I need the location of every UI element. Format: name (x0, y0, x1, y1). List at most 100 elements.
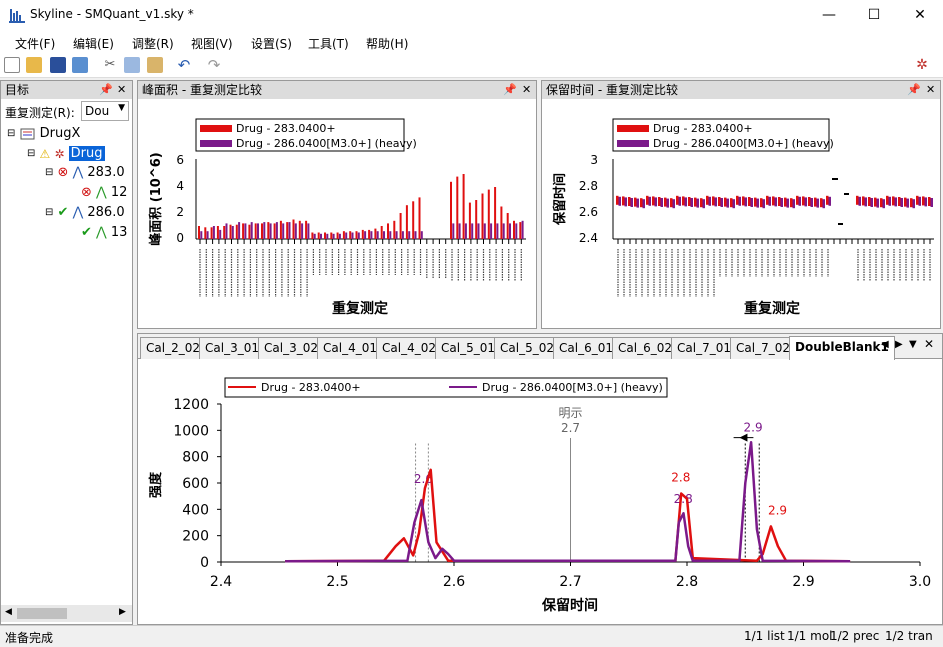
check-icon: ✔ (57, 205, 69, 220)
bar-heavy (250, 222, 253, 239)
y-tick-label: 800 (182, 450, 209, 466)
status-list-count: 1/1 list (744, 629, 785, 643)
scroll-left-icon[interactable]: ◀ (5, 607, 12, 617)
import-results-icon[interactable] (72, 57, 88, 73)
rt-mark-light (628, 197, 631, 206)
bar-heavy (351, 232, 354, 239)
rt-mark-heavy (810, 198, 813, 207)
scroll-right-icon[interactable]: ▶ (119, 607, 126, 617)
redo-icon[interactable]: ↷ (207, 56, 221, 74)
window-title: Skyline - SMQuant_v1.sky * (30, 7, 194, 21)
tree-item-drug[interactable]: ⊟ ⚠ ✲ Drug (27, 146, 105, 161)
retention-time-chart[interactable]: Drug - 283.0400+ Drug - 286.0400[M3.0+] … (542, 99, 940, 328)
rt-mark-light (706, 195, 709, 205)
menu-settings[interactable]: 设置(S) (251, 37, 292, 51)
menu-refine[interactable]: 调整(R) (132, 37, 174, 51)
molecule-icon[interactable]: ✲ (916, 57, 928, 73)
tree-item-drugx[interactable]: ⊟ DrugX (7, 126, 81, 141)
bar-light (254, 223, 257, 239)
replicate-select[interactable]: Dou ▼ (81, 101, 129, 121)
menu-help[interactable]: 帮助(H) (366, 37, 409, 51)
bar-heavy (414, 231, 417, 239)
rt-mark-heavy (696, 198, 699, 208)
collapse-icon[interactable]: ⊟ (45, 207, 54, 218)
tab-cal-4-01[interactable]: Cal_4_01 (317, 337, 383, 359)
bar-light (324, 232, 326, 239)
tab-cal-2-02[interactable]: Cal_2_02 (140, 337, 206, 359)
chromatogram-chart[interactable]: Drug - 283.0400+ Drug - 286.0400[M3.0+] … (138, 360, 942, 624)
tab-prev-icon[interactable]: ◀ (881, 339, 889, 350)
bar-heavy (212, 226, 215, 239)
x-tick-label: 2.5 (326, 574, 348, 590)
status-prec-count: 1/2 prec (830, 629, 880, 643)
menu-edit[interactable]: 编辑(E) (73, 37, 114, 51)
bar-heavy (257, 223, 259, 239)
tab-doubleblank1[interactable]: DoubleBlank1 (789, 336, 895, 360)
rt-mark-light (808, 197, 811, 206)
tab-cal-5-01[interactable]: Cal_5_01 (435, 337, 501, 359)
minimize-button[interactable]: — (822, 7, 836, 23)
paste-icon[interactable] (147, 57, 163, 73)
menu-file[interactable]: 文件(F) (15, 37, 56, 51)
tab-cal-4-02[interactable]: Cal_4_02 (376, 337, 442, 359)
pin-icon[interactable]: 📌 (503, 83, 517, 96)
pin-icon[interactable]: 📌 (99, 83, 113, 96)
horizontal-scrollbar[interactable]: ◀ ▶ (1, 605, 132, 622)
rt-mark-heavy (858, 196, 861, 206)
tab-next-icon[interactable]: ▶ (895, 339, 903, 350)
peak-area-chart[interactable]: Drug - 283.0400+ Drug - 286.0400[M3.0+] … (138, 99, 536, 328)
collapse-icon[interactable]: ⊟ (45, 167, 54, 178)
new-file-icon[interactable] (4, 57, 20, 73)
menu-view[interactable]: 视图(V) (191, 37, 233, 51)
undo-icon[interactable]: ↶ (177, 56, 191, 74)
tab-cal-7-02[interactable]: Cal_7_02 (730, 337, 796, 359)
tab-cal-3-01[interactable]: Cal_3_01 (199, 337, 265, 359)
bar-light (500, 206, 503, 239)
close-button[interactable]: ✕ (914, 7, 926, 23)
legend-heavy: Drug - 286.0400[M3.0+] (heavy) (236, 137, 417, 150)
tab-cal-7-01[interactable]: Cal_7_01 (671, 337, 737, 359)
y-tick-label: 200 (182, 529, 209, 545)
open-folder-icon[interactable] (26, 57, 42, 73)
tab-cal-3-02[interactable]: Cal_3_02 (258, 337, 324, 359)
maximize-button[interactable]: ☐ (867, 7, 881, 23)
pin-icon[interactable]: 📌 (907, 83, 921, 96)
copy-icon[interactable] (124, 57, 140, 73)
legend-light: Drug - 283.0400+ (236, 122, 336, 135)
save-icon[interactable] (50, 57, 66, 73)
collapse-icon[interactable]: ⊟ (7, 128, 16, 139)
bar-heavy (420, 231, 423, 239)
rt-mark-light (700, 198, 703, 208)
x-tick-label: 2.6 (443, 574, 465, 590)
pane-close-icon[interactable]: ✕ (522, 83, 532, 96)
x-tick-label: 2.8 (676, 574, 698, 590)
tab-list-icon[interactable]: ▼ (909, 339, 917, 350)
collapse-icon[interactable]: ⊟ (27, 148, 36, 159)
tree-item-precursor-283[interactable]: ⊟ ⊗ ⋀ 283.0 (45, 165, 125, 180)
bar-heavy (345, 232, 348, 239)
scroll-thumb[interactable] (17, 608, 67, 619)
rt-mark-light (898, 197, 901, 206)
cut-icon[interactable]: ✂ (104, 57, 116, 72)
legend-swatch-heavy (617, 140, 649, 147)
pane-close-icon[interactable]: ✕ (924, 337, 935, 351)
peak-icon: ⋀ (96, 225, 107, 240)
tree-item-transition-12[interactable]: ⊗ ⋀ 12 (81, 185, 128, 200)
tree-item-precursor-286[interactable]: ⊟ ✔ ⋀ 286.0 (45, 205, 125, 220)
tab-cal-6-01[interactable]: Cal_6_01 (553, 337, 619, 359)
tab-cal-6-02[interactable]: Cal_6_02 (612, 337, 678, 359)
bar-light (279, 220, 282, 239)
bar-heavy (301, 223, 304, 239)
tree-item-transition-13[interactable]: ✔ ⋀ 13 (81, 225, 128, 240)
pane-close-icon[interactable]: ✕ (926, 83, 936, 96)
tab-cal-5-02[interactable]: Cal_5_02 (494, 337, 560, 359)
pane-close-icon[interactable]: ✕ (117, 83, 127, 96)
rt-mark-heavy (804, 197, 807, 207)
rt-mark-light (646, 195, 649, 205)
rt-mark-light (814, 197, 817, 207)
menu-tools[interactable]: 工具(T) (308, 37, 349, 51)
rt-mark-heavy (900, 198, 903, 207)
y-tick: 2.8 (579, 179, 598, 193)
bar-light (399, 213, 402, 239)
x-tick-label: 2.7 (559, 574, 581, 590)
